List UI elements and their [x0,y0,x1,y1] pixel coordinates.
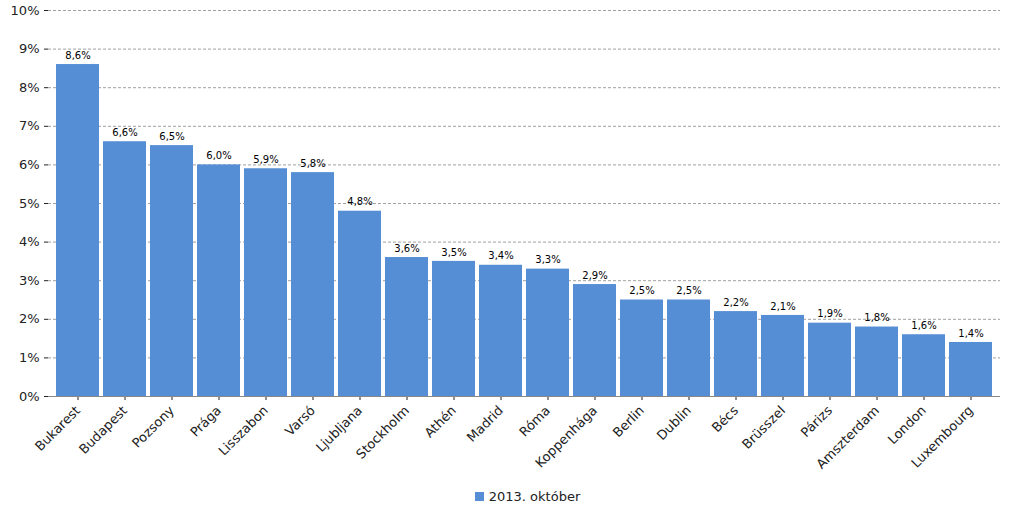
svg-text:0%: 0% [19,389,40,404]
svg-text:6,6%: 6,6% [112,127,137,138]
svg-text:Berlin: Berlin [610,403,647,440]
svg-text:3,4%: 3,4% [488,250,513,261]
svg-text:Budapest: Budapest [76,403,130,457]
svg-text:8,6%: 8,6% [65,50,90,61]
svg-text:9%: 9% [19,41,40,56]
svg-text:Athén: Athén [421,403,459,441]
svg-text:5%: 5% [19,196,40,211]
svg-text:1,4%: 1,4% [958,328,983,339]
svg-text:3,3%: 3,3% [535,254,560,265]
svg-text:Bukarest: Bukarest [31,402,84,454]
svg-text:1,8%: 1,8% [864,312,889,323]
svg-text:6,0%: 6,0% [206,150,231,161]
svg-text:Róma: Róma [516,403,553,440]
svg-text:2%: 2% [19,311,40,326]
svg-text:2,5%: 2,5% [676,285,701,296]
svg-text:4%: 4% [19,234,40,249]
svg-text:Párizs: Párizs [798,403,835,440]
svg-text:Pozsony: Pozsony [129,403,177,451]
svg-text:2,1%: 2,1% [770,301,795,312]
svg-text:Madrid: Madrid [464,403,506,445]
svg-text:1,6%: 1,6% [911,320,936,331]
svg-text:Stockholm: Stockholm [353,403,412,462]
svg-text:Dublin: Dublin [654,403,694,443]
svg-text:5,8%: 5,8% [300,158,325,169]
svg-text:Bécs: Bécs [709,403,742,436]
svg-text:Amszterdam: Amszterdam [813,403,882,472]
svg-text:2,5%: 2,5% [629,285,654,296]
svg-text:8%: 8% [19,80,40,95]
svg-text:10%: 10% [11,3,40,18]
svg-text:3,6%: 3,6% [394,243,419,254]
svg-text:2,2%: 2,2% [723,297,748,308]
svg-text:2,9%: 2,9% [582,270,607,281]
html-text:2013. október: 2013. október [488,488,581,504]
svg-text:London: London [885,403,929,447]
svg-text:3%: 3% [19,273,40,288]
svg-text:Ljubljana: Ljubljana [312,402,366,455]
svg-text:5,9%: 5,9% [253,154,278,165]
svg-text:7%: 7% [19,118,40,133]
svg-text:4,8%: 4,8% [347,196,372,207]
svg-text:1,9%: 1,9% [817,308,842,319]
svg-text:Varsó: Varsó [282,403,318,439]
svg-text:Luxembourg: Luxembourg [908,403,976,471]
svg-text:Lisszabon: Lisszabon [215,403,271,459]
svg-text:Koppenhága: Koppenhága [532,403,600,471]
svg-text:3,5%: 3,5% [441,247,466,258]
svg-text:6,5%: 6,5% [159,131,184,142]
svg-text:1%: 1% [19,350,40,365]
svg-text:Brüsszel: Brüsszel [739,403,788,452]
svg-text:6%: 6% [19,157,40,172]
svg-text:Prága: Prága [187,403,224,440]
